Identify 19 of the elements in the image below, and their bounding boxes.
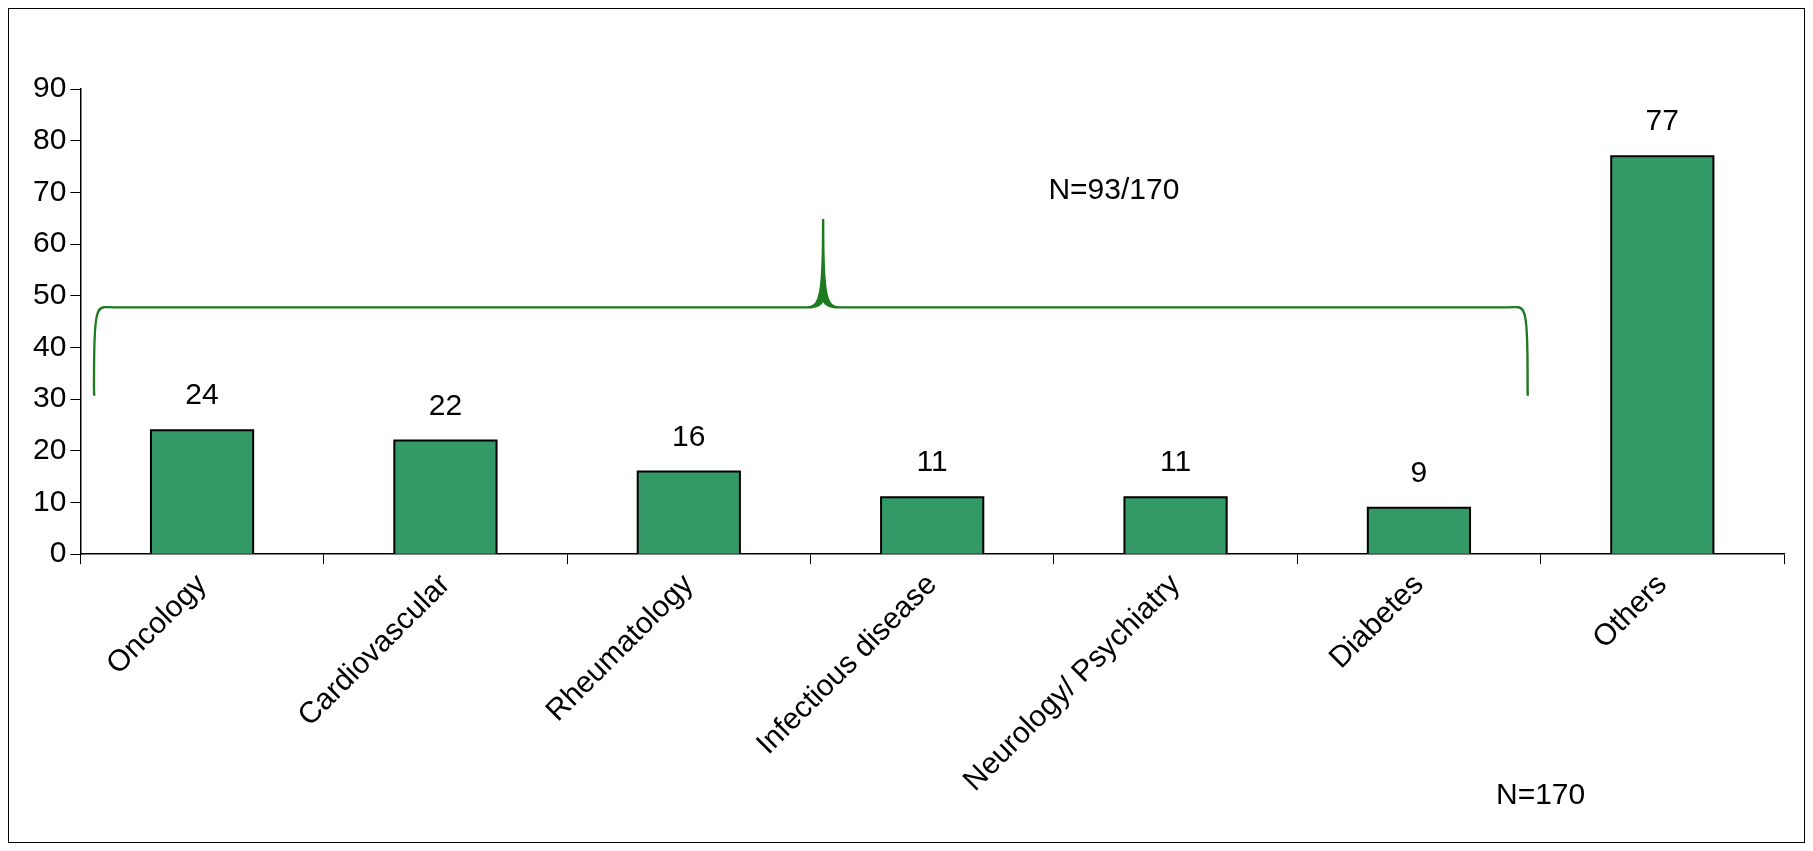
y-tick-label: 70 bbox=[32, 173, 67, 207]
text: N=170 bbox=[1496, 777, 1586, 811]
data-label: 9 bbox=[1410, 454, 1428, 488]
annotation: N=93/170 bbox=[1048, 171, 1180, 205]
data-label: 16 bbox=[672, 418, 706, 452]
y-tick-label: 30 bbox=[32, 380, 67, 414]
y-tick-label: 60 bbox=[32, 225, 67, 259]
y-tick-label: 10 bbox=[32, 483, 67, 517]
data-label: 24 bbox=[185, 377, 219, 411]
y-tick-label: 80 bbox=[32, 121, 67, 155]
data-label: 77 bbox=[1645, 103, 1679, 137]
y-tick-label: 90 bbox=[32, 70, 67, 104]
y-tick-label: 0 bbox=[49, 535, 67, 569]
data-label: 22 bbox=[428, 387, 463, 421]
data-label: 11 bbox=[1159, 444, 1192, 478]
y-tick-label: 50 bbox=[32, 277, 67, 311]
y-tick-label: 20 bbox=[32, 432, 67, 466]
y-tick-label: 40 bbox=[32, 328, 67, 362]
data-label: 11 bbox=[916, 444, 948, 478]
